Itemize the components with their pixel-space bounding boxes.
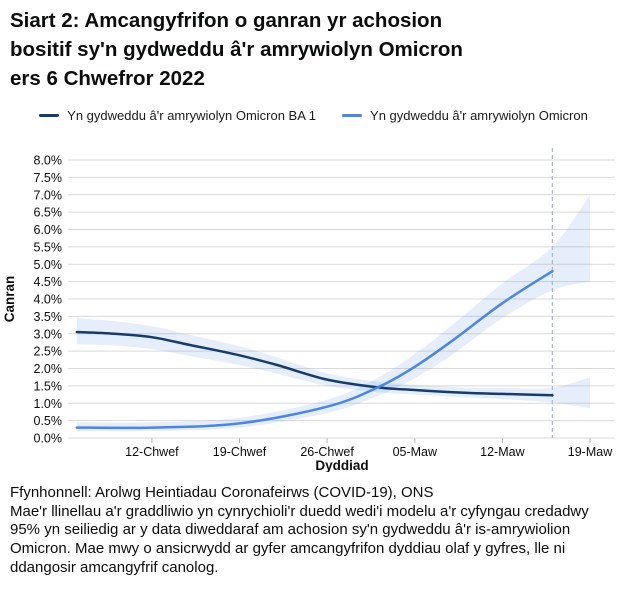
y-tick-label: 2.0% [34, 362, 63, 376]
y-tick-label: 7.0% [34, 188, 63, 202]
trend-line [75, 330, 554, 397]
y-tick-label: 4.0% [34, 293, 63, 307]
x-axis-ticks: 12-Chwef 19-Chwef 26-Chwef 05-Maw 12-Maw 19-M… [125, 438, 613, 459]
omicron-line-chart: 12-Chwef 19-Chwef 26-Chwef 05-Maw 12-Maw 19-M… [2, 148, 615, 472]
y-tick-label: 1.0% [34, 397, 63, 411]
y-tick-label: 5.5% [34, 240, 63, 254]
y-axis-title: Canran [2, 276, 17, 323]
y-tick-label: 2.5% [34, 345, 63, 359]
legend-label-omicron: Yn gydweddu â'r amrywiolyn Omicron [370, 108, 588, 123]
y-tick-label: 3.5% [34, 310, 63, 324]
legend-item-omicron: Yn gydweddu â'r amrywiolyn Omicron [342, 108, 588, 123]
legend-label-omicron-ba1: Yn gydweddu â'r amrywiolyn Omicron BA 1 [67, 108, 317, 123]
trend-line [75, 269, 554, 430]
x-axis-title: Dyddiad [315, 458, 368, 472]
trend-lines [75, 269, 554, 430]
x-tick-label: 19-Chwef [213, 445, 267, 459]
chart-title-line-1: Siart 2: Amcangyfrifon o ganran yr achos… [10, 9, 443, 32]
x-tick-label: 12-Maw [480, 445, 525, 459]
x-tick-label: 19-Maw [568, 445, 613, 459]
gridlines [68, 159, 615, 439]
source-text: Ffynhonnell: Arolwg Heintiadau Coronafei… [10, 484, 434, 501]
y-tick-label: 0.5% [34, 414, 63, 428]
chart-legend: Yn gydweddu â'r amrywiolyn Omicron BA 1 … [0, 108, 627, 123]
x-tick-label: 12-Chwef [125, 445, 179, 459]
chart-title-line-2: bositif sy'n gydweddu â'r amrywiolyn Omi… [10, 38, 463, 61]
x-tick-label: 26-Chwef [300, 445, 354, 459]
y-tick-label: 1.5% [34, 379, 63, 393]
y-tick-label: 6.0% [34, 223, 63, 237]
y-tick-label: 5.0% [34, 258, 63, 272]
y-tick-label: 8.0% [34, 154, 63, 168]
y-axis-tick-labels: 0.0% 0.5% 1.0% 1.5% 2.0% 2.5% 3.0% 3.5% 4.0% 4.5%… [34, 154, 63, 446]
chart-title-line-3: ers 6 Chwefror 2022 [10, 67, 205, 90]
chart-title: Siart 2: Amcangyfrifon o ganran yr achos… [10, 6, 610, 93]
legend-item-omicron-ba1: Yn gydweddu â'r amrywiolyn Omicron BA 1 [39, 108, 316, 123]
credible-interval-band [76, 318, 591, 409]
y-tick-label: 7.5% [34, 171, 63, 185]
legend-line-swatch-omicron-icon [342, 114, 363, 117]
legend-line-swatch-ba1-icon [39, 114, 60, 117]
x-tick-label: 05-Maw [393, 445, 438, 459]
y-tick-label: 6.5% [34, 206, 63, 220]
confidence-bands [76, 194, 591, 432]
y-tick-label: 3.0% [34, 327, 63, 341]
y-tick-label: 4.5% [34, 275, 63, 289]
y-tick-label: 0.0% [34, 432, 63, 446]
note-text: Mae'r llinellau a'r graddliwio yn cynryc… [10, 502, 589, 576]
chart-footer: Ffynhonnell: Arolwg Heintiadau Coronafei… [10, 484, 622, 578]
